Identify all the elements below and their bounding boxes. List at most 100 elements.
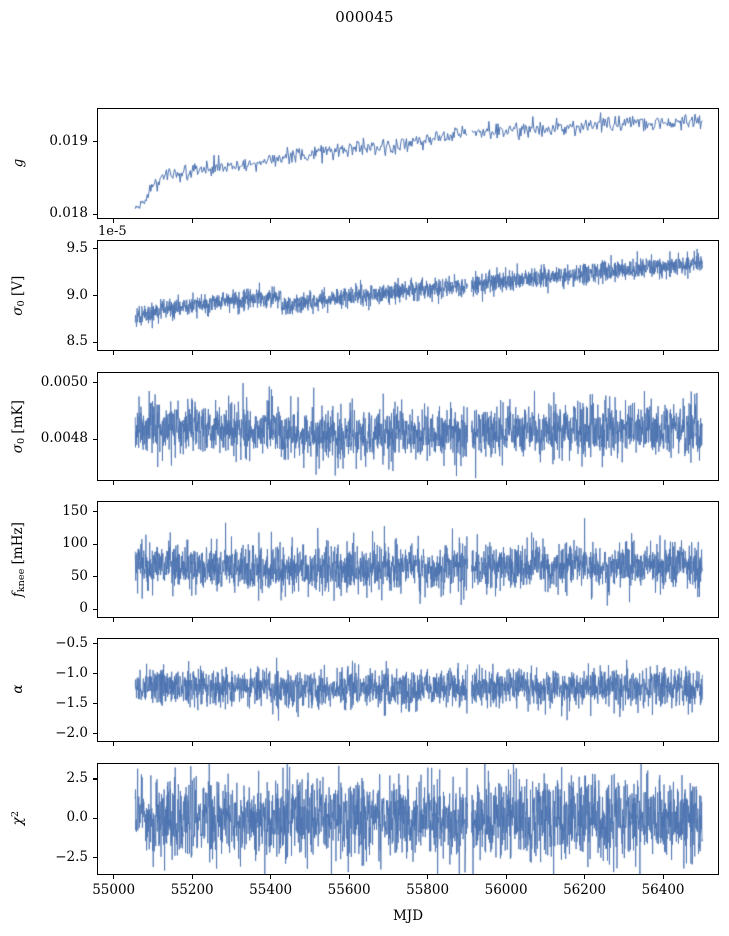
y-tick-mark (93, 643, 97, 645)
x-tick-label: 56000 (484, 882, 528, 898)
x-tick-mark (505, 219, 507, 223)
x-tick-mark (584, 875, 586, 879)
x-tick-mark (662, 219, 664, 223)
x-tick-mark (427, 481, 429, 485)
x-tick-mark (584, 219, 586, 223)
x-tick-mark (427, 219, 429, 223)
y-axis-label-f-knee: fknee [mHz] (9, 521, 27, 597)
x-tick-label: 55800 (406, 882, 450, 898)
y-tick-mark (93, 295, 97, 297)
y-tick-mark (93, 778, 97, 780)
x-tick-mark (584, 618, 586, 622)
x-tick-mark (191, 219, 193, 223)
y-axis-label-chi-squared: χ2 (9, 810, 27, 826)
y-tick-label: 0.0048 (40, 430, 88, 447)
y-tick-mark (93, 576, 97, 578)
plot-panel-sigma0-volts (97, 240, 719, 351)
y-tick-mark (93, 248, 97, 250)
y-tick-mark (93, 857, 97, 859)
y-tick-label: 150 (62, 502, 88, 519)
y-tick-label: −1.5 (55, 694, 88, 711)
x-tick-mark (662, 351, 664, 355)
plot-panel-sigma0-mk (97, 372, 719, 481)
y-tick-mark (93, 438, 97, 440)
trace-alpha (98, 639, 718, 741)
x-tick-mark (270, 618, 272, 622)
x-tick-mark (505, 481, 507, 485)
trace-sigma0-mk (98, 373, 718, 480)
y-tick-label: −0.5 (55, 634, 88, 651)
x-tick-mark (505, 875, 507, 879)
x-tick-mark (348, 618, 350, 622)
x-tick-mark (505, 618, 507, 622)
x-tick-label: 55600 (327, 882, 371, 898)
x-tick-mark (427, 618, 429, 622)
x-tick-mark (270, 481, 272, 485)
y-axis-offset-text: 1e-5 (98, 224, 127, 239)
x-tick-label: 56400 (641, 882, 685, 898)
x-tick-mark (113, 742, 115, 746)
y-tick-mark (93, 703, 97, 705)
y-tick-label: 0.018 (49, 205, 88, 222)
x-tick-mark (191, 875, 193, 879)
x-tick-mark (662, 742, 664, 746)
plot-panel-alpha (97, 638, 719, 742)
y-tick-mark (93, 213, 97, 215)
x-tick-mark (113, 618, 115, 622)
x-tick-mark (584, 481, 586, 485)
y-tick-mark (93, 608, 97, 610)
y-tick-mark (93, 141, 97, 143)
y-axis-label-alpha: α (10, 684, 26, 694)
y-tick-label: −1.0 (55, 664, 88, 681)
plot-panel-f-knee (97, 501, 719, 618)
y-tick-label: 8.5 (66, 333, 88, 350)
x-tick-mark (113, 481, 115, 485)
x-tick-mark (113, 351, 115, 355)
x-tick-mark (584, 351, 586, 355)
x-tick-mark (584, 742, 586, 746)
x-tick-mark (270, 742, 272, 746)
x-tick-mark (427, 875, 429, 879)
y-tick-label: −2.5 (55, 848, 88, 865)
x-tick-mark (270, 351, 272, 355)
y-axis-label-gain: g (10, 158, 26, 167)
y-tick-label: 100 (62, 535, 88, 552)
x-tick-mark (505, 742, 507, 746)
y-tick-label: 9.0 (66, 286, 88, 303)
x-tick-label: 55200 (170, 882, 214, 898)
x-tick-label: 55400 (249, 882, 293, 898)
y-tick-mark (93, 543, 97, 545)
plot-panel-chi-squared (97, 763, 719, 875)
y-tick-label: 0.0 (66, 809, 88, 826)
y-axis-label-sigma0-mk: σ0 [mK] (9, 399, 27, 453)
y-tick-mark (93, 341, 97, 344)
trace-f-knee (98, 502, 718, 617)
x-tick-mark (348, 219, 350, 223)
x-tick-mark (270, 219, 272, 223)
y-tick-mark (93, 733, 97, 735)
x-tick-mark (191, 618, 193, 622)
y-tick-label: 0.019 (49, 132, 88, 149)
y-tick-mark (93, 511, 97, 513)
trace-chi-squared (98, 764, 718, 874)
x-tick-mark (191, 351, 193, 355)
plot-panel-gain (97, 108, 719, 219)
x-tick-mark (191, 742, 193, 746)
x-tick-mark (662, 875, 664, 879)
y-tick-mark (93, 382, 97, 384)
x-tick-label: 56200 (563, 882, 607, 898)
x-tick-mark (662, 618, 664, 622)
y-tick-label: −2.0 (55, 724, 88, 741)
y-tick-mark (93, 817, 97, 819)
x-tick-mark (191, 481, 193, 485)
y-tick-label: 2.5 (66, 769, 88, 786)
x-tick-mark (113, 875, 115, 879)
y-tick-label: 0 (79, 600, 88, 617)
trace-sigma0-volts (98, 241, 718, 350)
x-tick-mark (348, 481, 350, 485)
x-axis-label: MJD (392, 908, 424, 924)
x-tick-mark (348, 351, 350, 355)
x-tick-mark (505, 351, 507, 355)
x-tick-mark (427, 742, 429, 746)
